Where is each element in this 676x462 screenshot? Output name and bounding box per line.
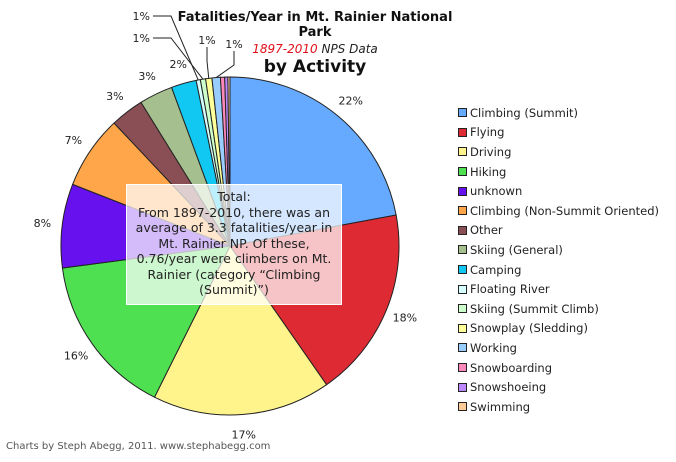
slice-label: 8% bbox=[34, 217, 51, 230]
slice-label: 22% bbox=[339, 95, 363, 108]
legend-swatch bbox=[458, 108, 467, 118]
legend-swatch bbox=[458, 343, 467, 353]
legend-item: Snowboarding bbox=[458, 358, 659, 378]
legend-label: Camping bbox=[470, 262, 522, 277]
slice-label: 7% bbox=[65, 134, 82, 147]
credit: Charts by Steph Abegg, 2011. www.stephab… bbox=[6, 441, 271, 452]
leader-line bbox=[206, 47, 210, 79]
legend-item: Floating River bbox=[458, 279, 659, 299]
leader-line bbox=[215, 51, 235, 78]
legend-item: Snowplay (Sledding) bbox=[458, 319, 659, 339]
legend-label: Floating River bbox=[470, 282, 550, 297]
annotation-box: Total: From 1897-2010, there was an aver… bbox=[126, 184, 342, 305]
legend-swatch bbox=[458, 186, 467, 196]
leader-line bbox=[153, 37, 204, 80]
legend-swatch bbox=[458, 225, 467, 235]
annotation-body: From 1897-2010, there was an average of … bbox=[135, 204, 333, 298]
subtitle-source: NPS Data bbox=[321, 42, 378, 56]
legend-swatch bbox=[458, 304, 467, 314]
legend-swatch bbox=[458, 127, 467, 137]
legend-item: unknown bbox=[458, 181, 659, 201]
slice-label: 1% bbox=[133, 32, 150, 45]
legend-item: Skiing (Summit Climb) bbox=[458, 299, 659, 319]
legend-label: Snowplay (Sledding) bbox=[470, 321, 588, 336]
legend-item: Flying bbox=[458, 123, 659, 143]
legend-swatch bbox=[458, 147, 467, 157]
legend-item: Climbing (Summit) bbox=[458, 103, 659, 123]
legend-item: Snowshoeing bbox=[458, 377, 659, 397]
legend-swatch bbox=[458, 284, 467, 294]
legend-swatch bbox=[458, 206, 467, 216]
subtitle-years: 1897-2010 bbox=[252, 42, 318, 56]
legend-item: Skiing (General) bbox=[458, 240, 659, 260]
legend-label: Climbing (Non-Summit Oriented) bbox=[470, 203, 659, 218]
slice-label: 1% bbox=[198, 34, 215, 47]
slice-label: 3% bbox=[106, 90, 123, 103]
legend-item: Climbing (Non-Summit Oriented) bbox=[458, 201, 659, 221]
legend-swatch bbox=[458, 402, 467, 412]
legend-item: Camping bbox=[458, 260, 659, 280]
legend-label: Flying bbox=[470, 125, 505, 140]
legend-label: Driving bbox=[470, 144, 512, 159]
legend: Climbing (Summit) Flying Driving Hiking unkn… bbox=[458, 103, 659, 417]
legend-label: Hiking bbox=[470, 164, 507, 179]
legend-label: Skiing (General) bbox=[470, 242, 563, 257]
slice-label: 3% bbox=[138, 70, 155, 83]
legend-item: Driving bbox=[458, 142, 659, 162]
legend-swatch bbox=[458, 323, 467, 333]
slice-label: 17% bbox=[231, 429, 255, 442]
slice-label: 18% bbox=[393, 312, 417, 325]
legend-swatch bbox=[458, 245, 467, 255]
legend-item: Working bbox=[458, 338, 659, 358]
slice-label: 2% bbox=[170, 58, 187, 71]
slice-label: 1% bbox=[225, 38, 242, 51]
legend-swatch bbox=[458, 167, 467, 177]
legend-label: Working bbox=[470, 340, 517, 355]
legend-label: Other bbox=[470, 223, 503, 238]
legend-swatch bbox=[458, 265, 467, 275]
legend-item: Other bbox=[458, 221, 659, 241]
legend-label: Snowshoeing bbox=[470, 380, 547, 395]
legend-label: Skiing (Summit Climb) bbox=[470, 301, 599, 316]
legend-item: Swimming bbox=[458, 397, 659, 417]
legend-item: Hiking bbox=[458, 162, 659, 182]
leader-line bbox=[153, 15, 199, 81]
legend-label: unknown bbox=[470, 184, 523, 199]
chart-title-block: Fatalities/Year in Mt. Rainier National … bbox=[170, 10, 460, 77]
chart-subtitle-2: by Activity bbox=[263, 57, 367, 77]
legend-swatch bbox=[458, 382, 467, 392]
pie-slice-driving bbox=[153, 245, 328, 416]
chart-title: Fatalities/Year in Mt. Rainier National … bbox=[177, 10, 453, 40]
legend-swatch bbox=[458, 363, 467, 373]
chart-subtitle: 1897-2010 NPS Data bbox=[170, 42, 460, 56]
slice-label: 16% bbox=[64, 350, 88, 363]
legend-label: Snowboarding bbox=[470, 360, 553, 375]
annotation-heading: Total: bbox=[217, 189, 251, 204]
legend-label: Swimming bbox=[470, 399, 531, 414]
slice-label: 1% bbox=[133, 10, 150, 23]
legend-label: Climbing (Summit) bbox=[470, 105, 579, 120]
